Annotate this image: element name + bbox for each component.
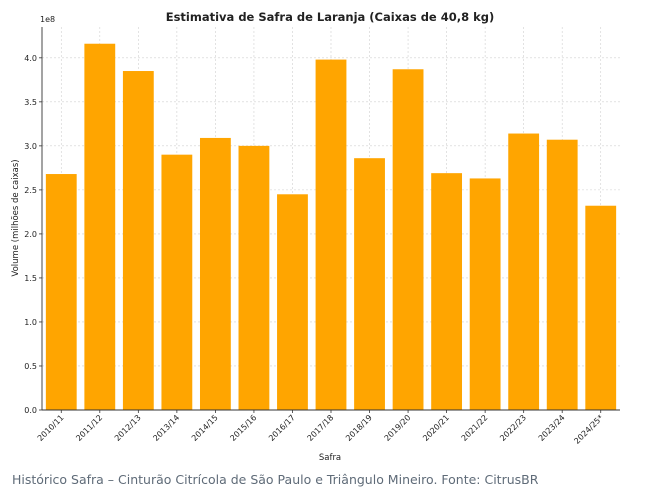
x-tick-label: 2017/18 [306, 413, 336, 443]
bar [392, 69, 424, 410]
x-axis-label: Safra [319, 453, 341, 463]
x-tick-label: 2022/23 [498, 413, 528, 443]
y-axis-label: Volume (milhões de caixas) [11, 159, 21, 276]
bar [45, 174, 77, 410]
y-tick-label: 2.0 [24, 230, 37, 239]
y-tick-label: 0.5 [24, 362, 37, 371]
y-tick-label: 0.0 [24, 406, 37, 415]
chart-title: Estimativa de Safra de Laranja (Caixas d… [166, 10, 495, 24]
x-tick-label: 2021/22 [460, 413, 490, 443]
bar [199, 137, 231, 410]
bar [508, 133, 540, 410]
bar [122, 71, 154, 411]
bar [585, 205, 617, 410]
x-tick-label: 2016/17 [267, 413, 297, 443]
bars [45, 43, 617, 411]
bar [315, 59, 347, 410]
bar [238, 145, 270, 411]
x-tick-label: 2015/16 [228, 413, 258, 443]
x-tick-label: 2011/12 [74, 413, 104, 443]
bar [354, 158, 385, 410]
bar [546, 139, 578, 410]
bar [469, 178, 501, 410]
x-tick-label: 2019/20 [383, 413, 413, 443]
x-tick-label: 2014/15 [190, 413, 220, 443]
x-tick-label: 2018/19 [344, 413, 374, 443]
x-tick-label: 2013/14 [151, 413, 181, 443]
y-tick-label: 1.5 [24, 274, 37, 283]
caption: Histórico Safra – Cinturão Citrícola de … [12, 472, 539, 487]
x-tick-label: 2020/21 [421, 413, 451, 443]
y-ticks: 0.0 0.5 1.0 1.5 2.0 2.5 3.0 3.5 4.0 [24, 54, 42, 415]
y-tick-label: 2.5 [24, 186, 37, 195]
bar [277, 194, 308, 410]
y-axis-scale-label: 1e8 [40, 15, 55, 24]
y-tick-label: 3.0 [24, 142, 37, 151]
x-tick-label: 2023/24 [537, 413, 567, 443]
bar [161, 154, 193, 410]
y-tick-label: 4.0 [24, 54, 37, 63]
x-tick-label: 2024/25* [572, 413, 605, 446]
x-tick-label: 2010/11 [36, 413, 66, 443]
bar [84, 43, 116, 411]
y-tick-label: 1.0 [24, 318, 37, 327]
y-tick-label: 3.5 [24, 98, 37, 107]
x-tick-label: 2012/13 [113, 413, 143, 443]
bar [431, 173, 463, 410]
x-ticks: 2010/11 2011/12 2012/13 2013/14 2014/15 2015/… [36, 410, 605, 446]
